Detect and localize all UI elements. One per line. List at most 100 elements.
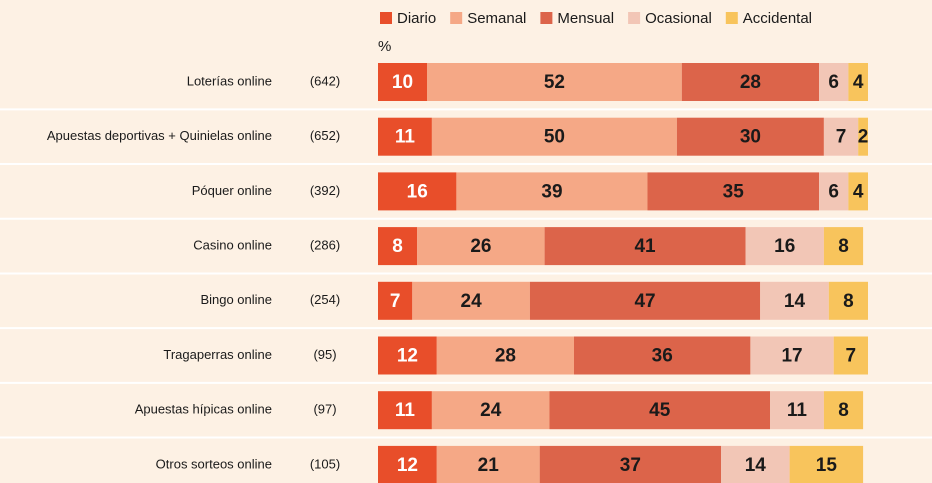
bar-segment	[378, 391, 432, 430]
value-label: 16	[774, 236, 795, 257]
bar-segment	[549, 391, 770, 430]
bar-segment	[378, 281, 413, 320]
value-label: 21	[478, 455, 500, 476]
value-label: 11	[395, 127, 416, 148]
category-label: Loterías online	[187, 73, 272, 88]
value-label: 15	[816, 455, 838, 476]
bar-segment	[760, 281, 829, 320]
value-label: 35	[723, 181, 745, 202]
value-label: 12	[397, 346, 418, 367]
value-label: 52	[544, 72, 565, 93]
bar-segment	[823, 391, 864, 430]
bar-segment	[676, 117, 824, 156]
value-label: 8	[838, 236, 849, 257]
value-label: 26	[470, 236, 491, 257]
bar-segment	[647, 172, 819, 211]
value-label: 16	[407, 181, 428, 202]
legend-swatch	[628, 12, 641, 24]
value-label: 36	[652, 346, 673, 367]
value-label: 30	[740, 127, 761, 148]
sample-size: (392)	[310, 183, 340, 198]
value-label: 7	[836, 127, 847, 148]
value-label: 8	[843, 291, 854, 312]
category-label: Otros sorteos online	[156, 456, 272, 471]
legend-label: Diario	[397, 10, 436, 27]
value-label: 47	[634, 291, 655, 312]
bar-segment	[750, 336, 834, 375]
bar-segment	[828, 281, 868, 320]
sample-size: (652)	[310, 128, 340, 143]
bar-segment	[456, 172, 648, 211]
bar-segment	[378, 227, 418, 266]
bar-segment	[427, 63, 682, 101]
sample-size: (254)	[310, 292, 340, 307]
bar-segment	[823, 227, 864, 266]
value-label: 11	[787, 400, 808, 421]
value-label: 6	[828, 181, 839, 202]
legend-swatch	[725, 12, 738, 24]
value-label: 12	[397, 455, 418, 476]
sample-size: (97)	[313, 402, 336, 417]
category-label: Casino online	[193, 238, 272, 253]
bar-segment	[436, 445, 540, 483]
sample-size: (95)	[313, 347, 336, 362]
legend-label: Semanal	[467, 10, 526, 27]
bar-segment	[833, 336, 868, 375]
value-label: 2	[858, 127, 869, 148]
bar-segment	[431, 391, 550, 430]
bar-segment	[858, 117, 868, 156]
bar-segment	[848, 172, 868, 211]
value-label: 14	[784, 291, 806, 312]
legend-label: Ocasional	[645, 10, 712, 27]
bar-segment	[378, 445, 437, 483]
value-label: 6	[828, 72, 839, 93]
value-label: 39	[541, 181, 562, 202]
value-label: 8	[392, 236, 403, 257]
category-label: Apuestas hípicas online	[135, 402, 272, 417]
value-label: 7	[846, 346, 857, 367]
value-label: 11	[395, 400, 416, 421]
legend-swatch	[450, 12, 463, 24]
bar-segment	[378, 117, 432, 156]
legend-swatch	[540, 12, 553, 24]
category-label: Apuestas deportivas + Quinielas online	[47, 128, 272, 143]
value-label: 28	[495, 346, 516, 367]
category-label: Tragaperras online	[163, 347, 272, 362]
bar-segment	[770, 391, 824, 430]
value-label: 17	[781, 346, 802, 367]
bar-segment	[378, 336, 437, 375]
legend-label: Accidental	[743, 10, 812, 27]
bar-segment	[539, 445, 721, 483]
category-label: Bingo online	[200, 292, 272, 307]
bar-segment	[823, 117, 859, 156]
value-label: 28	[740, 72, 761, 93]
bar-segment	[412, 281, 530, 320]
bar-segment	[681, 63, 819, 101]
sample-size: (642)	[310, 73, 340, 88]
value-label: 37	[620, 455, 641, 476]
bar-segment	[431, 117, 677, 156]
bar-segment	[819, 172, 849, 211]
value-label: 8	[838, 400, 849, 421]
legend-swatch	[380, 12, 392, 24]
value-label: 24	[480, 400, 502, 421]
category-label: Póquer online	[192, 183, 272, 198]
bar-segment	[417, 227, 545, 266]
bar-segment	[544, 227, 746, 266]
bar-segment	[378, 63, 427, 101]
legend-label: Mensual	[557, 10, 614, 27]
value-label: 50	[544, 127, 565, 148]
bar-segment	[789, 445, 864, 483]
value-label: 10	[392, 72, 413, 93]
bar-segment	[436, 336, 574, 375]
value-label: 24	[461, 291, 483, 312]
sample-size: (286)	[310, 238, 340, 253]
bar-segment	[721, 445, 790, 483]
bar-segment	[378, 172, 457, 211]
unit-label: %	[378, 38, 391, 55]
sample-size: (105)	[310, 456, 340, 471]
value-label: 4	[853, 72, 864, 93]
value-label: 4	[853, 181, 864, 202]
value-label: 45	[649, 400, 671, 421]
